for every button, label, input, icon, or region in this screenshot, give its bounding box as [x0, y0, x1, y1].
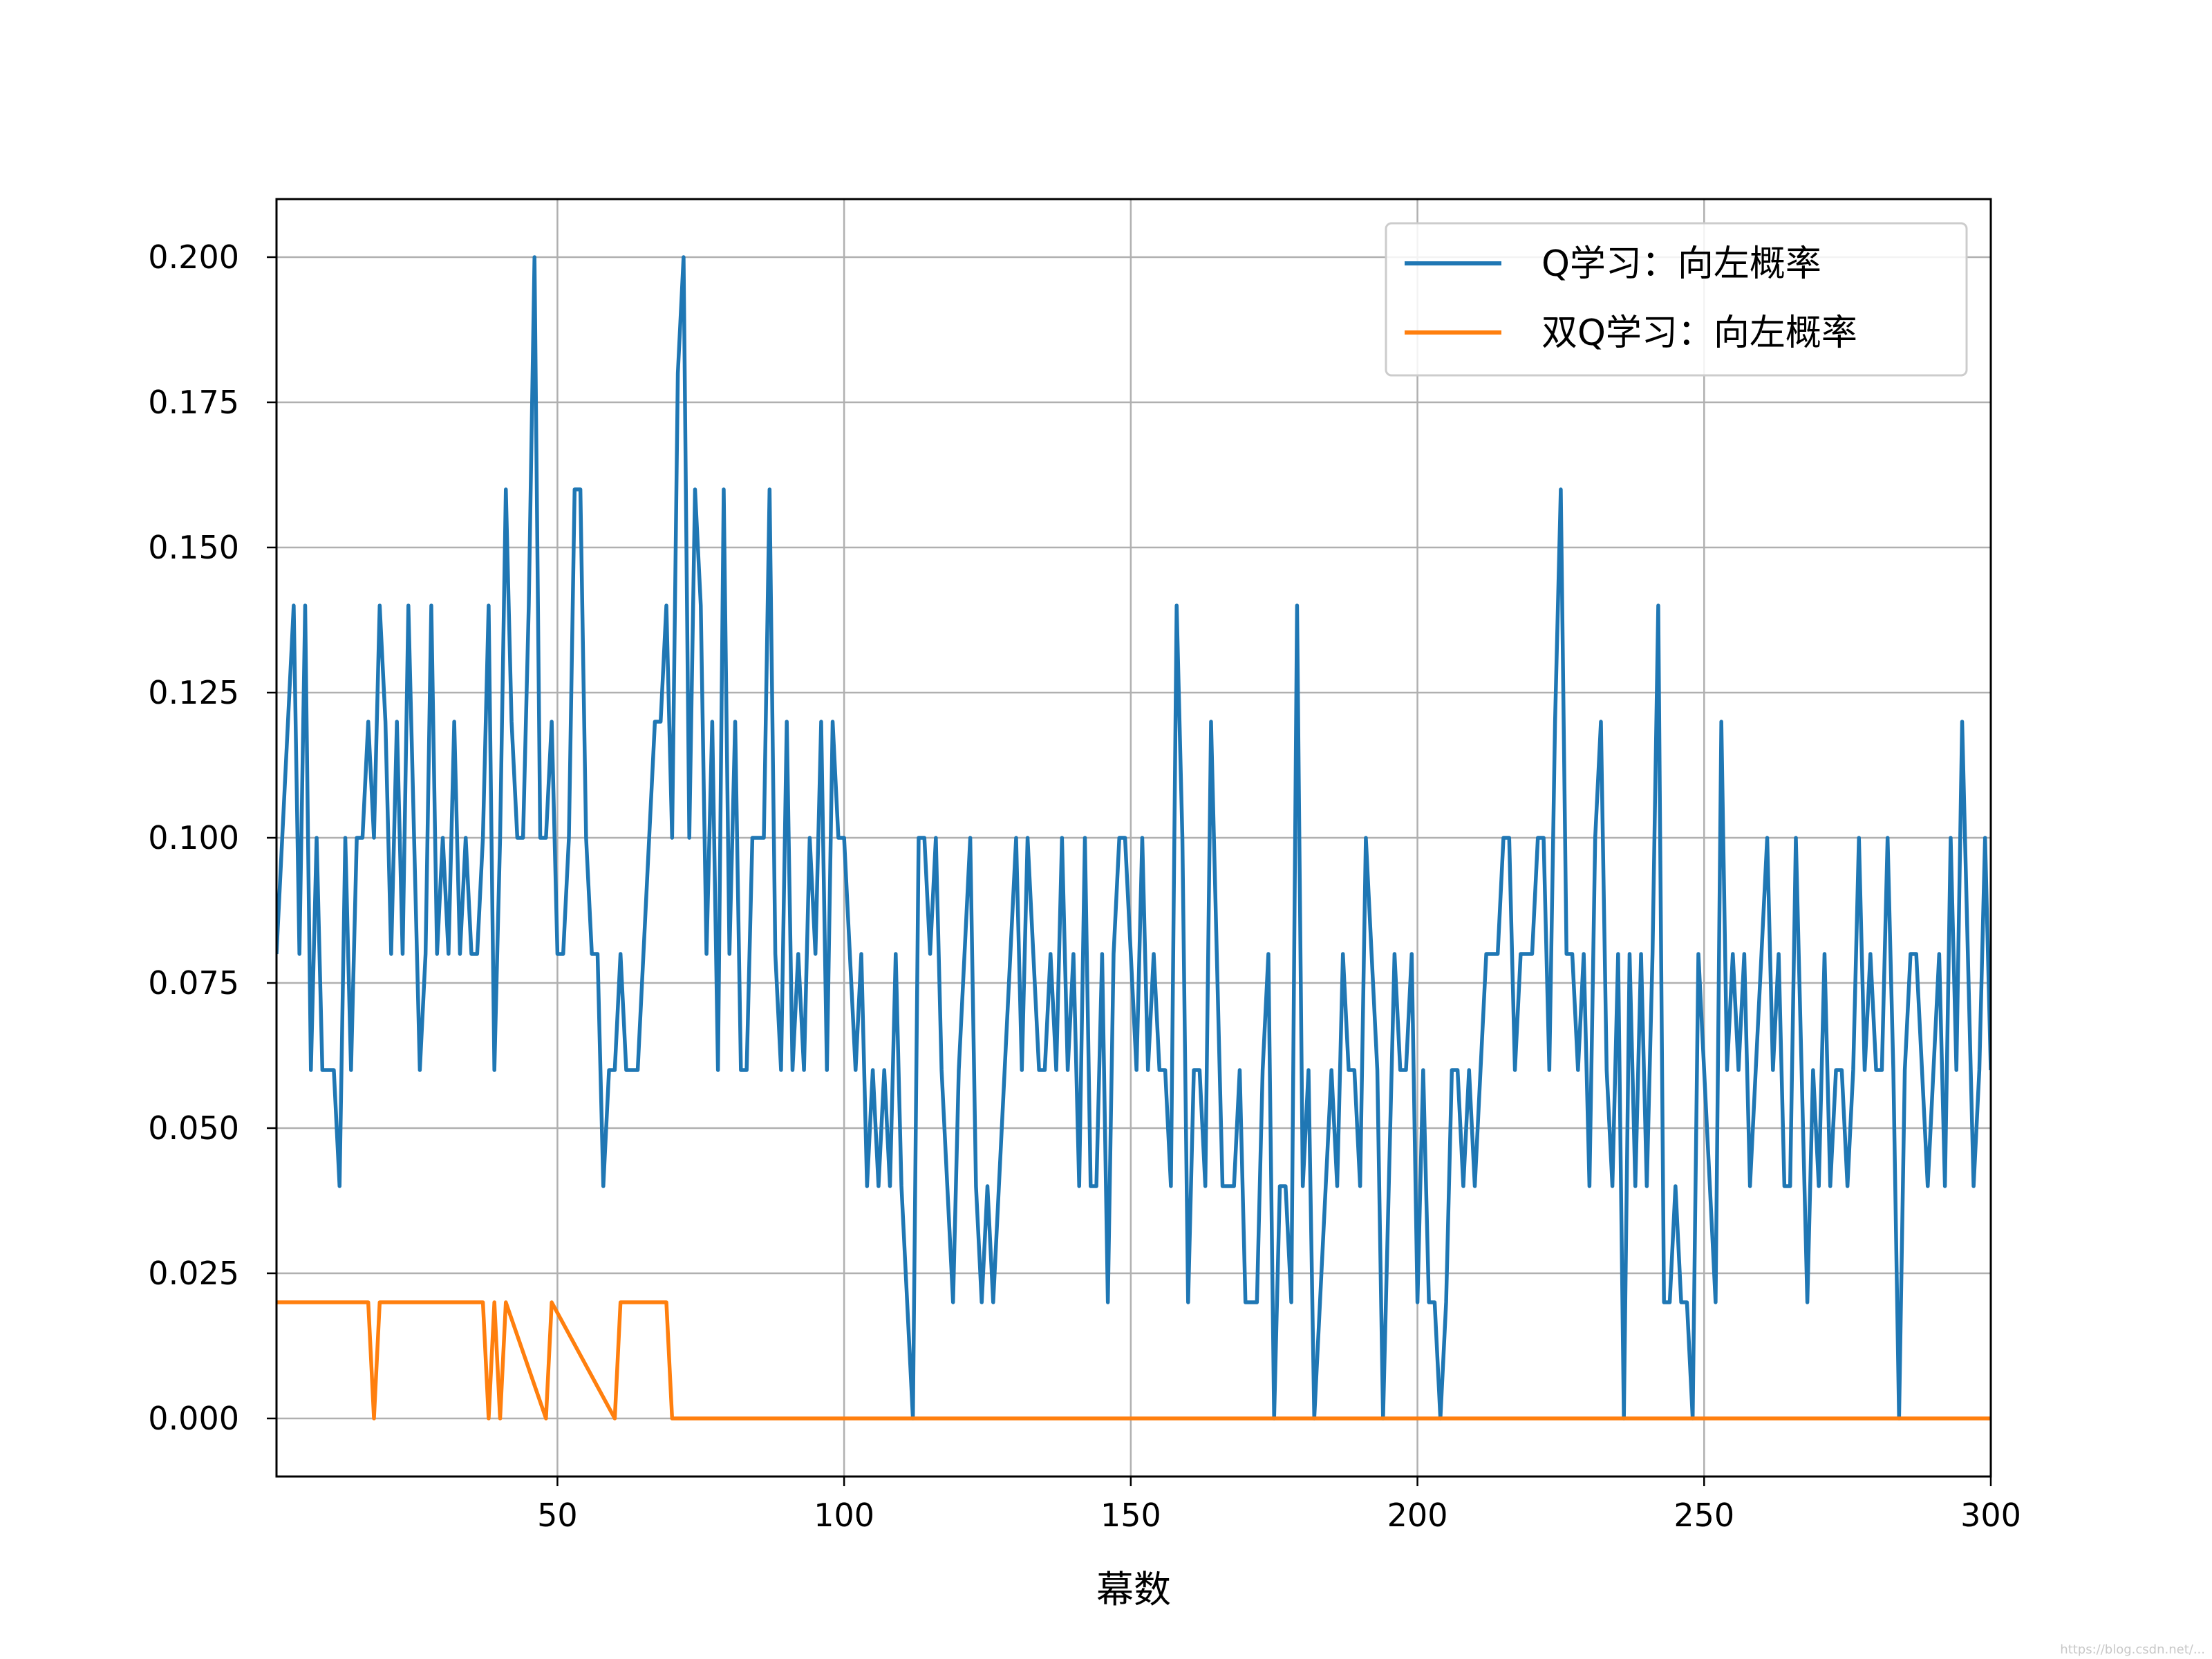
y-tick-label: 0.050	[148, 1109, 239, 1147]
series-line-q-learning	[276, 255, 1991, 1421]
legend: Q学习：向左概率 双Q学习：向左概率	[1385, 222, 1968, 377]
x-tick-label: 250	[1674, 1497, 1734, 1534]
x-tick-label: 200	[1387, 1497, 1448, 1534]
y-tick-label: 0.000	[148, 1400, 239, 1437]
legend-label-q-learning: Q学习：向左概率	[1541, 243, 1821, 285]
legend-frame	[1385, 222, 1968, 377]
y-tick-label: 0.200	[148, 238, 239, 276]
y-tick-label: 0.100	[148, 819, 239, 856]
x-tick-label: 150	[1100, 1497, 1161, 1534]
x-tick-label: 300	[1960, 1497, 2021, 1534]
y-tick-label: 0.125	[148, 674, 239, 711]
legend-label-double-q-learning: 双Q学习：向左概率	[1541, 312, 1857, 354]
watermark: https://blog.csdn.net/...	[2060, 1642, 2205, 1657]
axis-ticks: 50 100 150 200 250 300 0.000 0.025 0.050 0.075 0.1…	[148, 238, 2021, 1534]
series-lines	[276, 255, 1991, 1421]
series-line-double-q-learning	[276, 1300, 1991, 1421]
x-tick-label: 100	[814, 1497, 874, 1534]
x-axis-label: 幕数	[1096, 1568, 1171, 1611]
x-tick-label: 50	[537, 1497, 578, 1534]
y-tick-label: 0.025	[148, 1255, 239, 1292]
y-tick-label: 0.075	[148, 964, 239, 1002]
y-tick-label: 0.150	[148, 529, 239, 566]
y-tick-label: 0.175	[148, 384, 239, 421]
